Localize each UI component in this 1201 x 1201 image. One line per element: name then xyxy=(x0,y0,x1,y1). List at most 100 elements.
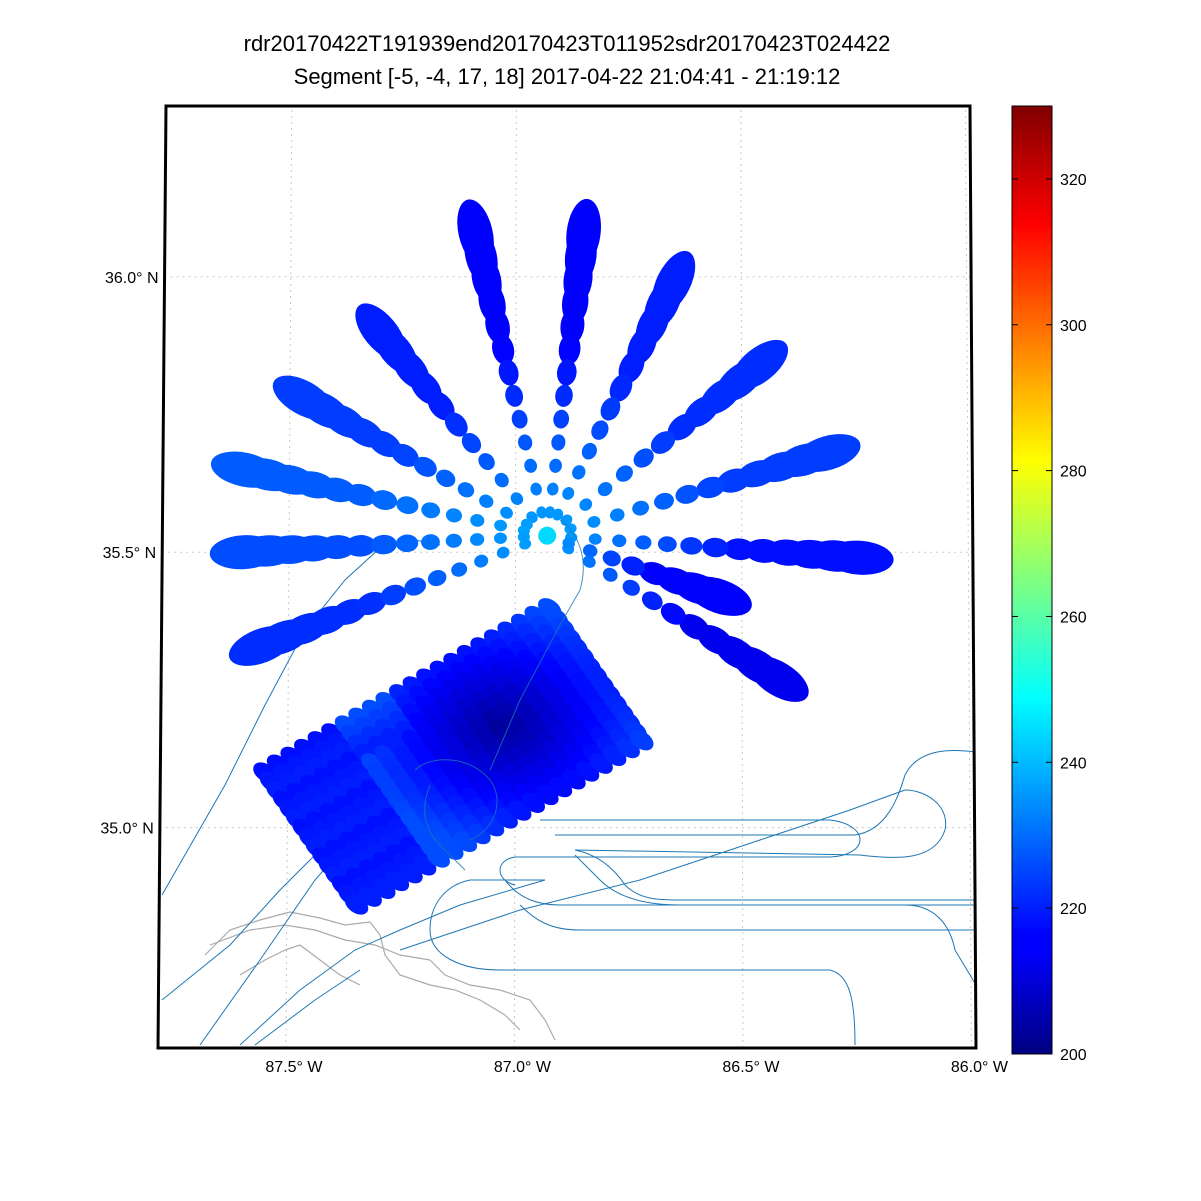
colorbar-tick-label: 320 xyxy=(1060,172,1087,189)
spoke-footprint xyxy=(654,492,674,510)
spoke-footprint xyxy=(500,506,513,519)
spoke-footprint xyxy=(660,602,686,625)
road xyxy=(555,749,976,836)
lon-tick-label: 87.5° W xyxy=(265,1059,323,1076)
spoke-footprint xyxy=(602,550,621,567)
spoke-footprint xyxy=(632,500,650,516)
colorbar-ticks: 200 220 240 260 280 300 320 xyxy=(1012,172,1087,1064)
spoke-footprint xyxy=(657,536,677,553)
spoke-footprint xyxy=(474,554,489,568)
spoke-footprint xyxy=(427,391,455,421)
road-network xyxy=(161,539,976,1046)
colorbar-tick-label: 280 xyxy=(1060,464,1087,481)
spoke-footprint xyxy=(524,458,538,473)
spoke-footprint xyxy=(370,534,397,555)
spoke-footprint xyxy=(457,482,475,498)
spoke-footprint xyxy=(702,537,729,558)
spoke-footprint xyxy=(723,538,756,561)
spoke-footprint xyxy=(518,434,533,451)
road xyxy=(254,969,361,1046)
spoke-footprint xyxy=(588,533,602,545)
spoke-footprint xyxy=(478,453,495,471)
county-border xyxy=(209,924,431,961)
colorbar-tick-label: 240 xyxy=(1060,755,1087,772)
spoke-footprint xyxy=(667,413,697,441)
spoke-footprint xyxy=(641,591,663,611)
spoke-footprint xyxy=(650,431,676,454)
spoke-footprint xyxy=(562,487,575,500)
spoke-footprint xyxy=(470,533,485,546)
spoke-footprint xyxy=(557,359,577,386)
lat-tick-label: 36.0° N xyxy=(105,270,159,287)
colorbar-tick-label: 300 xyxy=(1060,318,1087,335)
spoke-footprint xyxy=(494,472,509,488)
spoke-footprint xyxy=(498,359,519,386)
spoke-footprint xyxy=(579,498,593,511)
spoke-footprint xyxy=(549,458,562,473)
spoke-footprint xyxy=(679,614,710,640)
map-area xyxy=(156,104,978,1050)
spoke-footprint xyxy=(421,502,441,519)
spoke-footprint xyxy=(591,420,609,440)
spoke-footprint xyxy=(510,492,524,506)
road-overlay-line xyxy=(414,759,498,841)
lon-gridline xyxy=(965,106,972,1048)
county-borders xyxy=(204,911,556,1041)
spoke-footprint xyxy=(451,562,468,577)
spoke-footprint xyxy=(536,506,547,519)
lon-gridline xyxy=(740,106,744,1048)
spoke-footprint xyxy=(427,569,447,587)
spoke-footprint xyxy=(444,412,468,437)
spoke-footprint xyxy=(562,537,575,549)
spoke-footprint xyxy=(581,442,597,460)
road xyxy=(239,879,546,1046)
spoke-footprint xyxy=(380,584,406,606)
spoke-footprint xyxy=(356,591,387,616)
spoke-footprint xyxy=(612,534,627,548)
road xyxy=(429,929,856,1046)
spoke-footprint xyxy=(555,384,573,407)
spoke-footprint xyxy=(404,577,427,596)
county-border xyxy=(204,911,381,956)
spoke-footprint xyxy=(470,514,485,527)
spoke-footprint xyxy=(587,516,601,528)
spoke-footprint xyxy=(696,476,725,499)
spoke-footprint xyxy=(621,556,646,576)
road xyxy=(904,904,976,986)
spoke-footprint xyxy=(582,555,596,568)
road xyxy=(499,819,861,886)
county-border xyxy=(429,959,556,1041)
spoke-footprint xyxy=(530,482,542,496)
spoke-footprint xyxy=(445,508,463,523)
colorbar-tick-label: 260 xyxy=(1060,609,1087,626)
lat-tick-label: 35.0° N xyxy=(100,821,154,838)
spoke-footprint xyxy=(547,482,559,496)
spoke-footprint xyxy=(505,384,524,407)
spoke-footprint xyxy=(445,533,462,548)
spoke-footprint xyxy=(610,508,625,522)
lon-gridline xyxy=(285,106,293,1048)
spoke-footprint xyxy=(609,374,633,402)
lat-tick-label: 35.5° N xyxy=(103,545,157,562)
spoke-footprint xyxy=(345,483,377,507)
spoke-footprint xyxy=(435,469,456,488)
road-overlay-line xyxy=(424,784,466,871)
spoke-footprint xyxy=(371,490,398,511)
spoke-footprint xyxy=(602,567,618,582)
spoke-footprint xyxy=(391,443,419,467)
spoke-footprint xyxy=(496,546,510,559)
axis-tick-labels: 36.0° N 35.5° N 35.0° N 87.5° W 87.0° W 86.5°… xyxy=(100,270,1009,1076)
map-frame xyxy=(156,104,978,1050)
county-border xyxy=(239,944,301,976)
spoke-footprint xyxy=(639,561,671,586)
spoke-footprint xyxy=(745,538,782,563)
spoke-footprint xyxy=(622,579,640,596)
spoke-footprint xyxy=(633,448,654,468)
chart-title: rdr20170422T191939end20170423T011952sdr2… xyxy=(243,31,891,56)
spoke-footprint xyxy=(572,465,586,480)
road-overlay xyxy=(414,519,584,871)
spoke-footprint xyxy=(413,456,437,477)
spoke-footprint xyxy=(635,535,652,550)
spoke-footprint xyxy=(582,544,598,558)
spoke-footprint xyxy=(615,465,633,482)
